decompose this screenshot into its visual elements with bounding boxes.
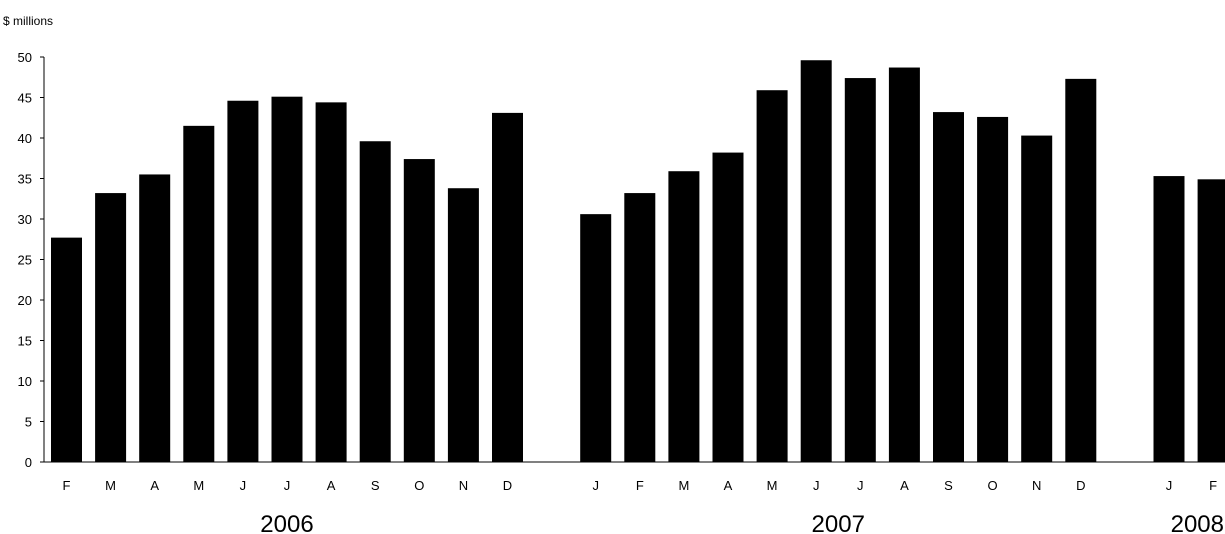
month-label: A — [150, 478, 159, 493]
bar-2006-7 — [359, 141, 391, 463]
bar-2007-3 — [712, 152, 744, 462]
bar-2007-6 — [844, 78, 876, 462]
month-label: D — [1076, 478, 1085, 493]
bar-2008-1 — [1197, 179, 1225, 462]
bar-2006-3 — [183, 125, 215, 462]
month-label: N — [459, 478, 468, 493]
bar-2006-8 — [403, 159, 435, 462]
month-label: O — [988, 478, 998, 493]
month-label: J — [284, 478, 291, 493]
bar-2006-0 — [51, 237, 82, 462]
bar-2007-11 — [1065, 78, 1097, 463]
x-axis-year-labels: 2006 2007 2008 — [260, 511, 1224, 534]
y-tick-label: 40 — [18, 131, 32, 146]
y-tick-label: 35 — [18, 172, 32, 187]
month-label: F — [1209, 478, 1217, 493]
bar-2006-2 — [139, 174, 171, 462]
y-tick-label: 50 — [18, 50, 32, 65]
month-label: O — [414, 478, 424, 493]
month-label: M — [678, 478, 689, 493]
bar-2007-2 — [668, 171, 700, 462]
month-label: N — [1032, 478, 1041, 493]
month-label: A — [327, 478, 336, 493]
y-tick-label: 15 — [18, 334, 32, 349]
month-label: J — [1166, 478, 1173, 493]
bar-2007-5 — [800, 60, 832, 463]
bar-2007-8 — [933, 112, 964, 462]
bar-2006-5 — [271, 96, 303, 462]
bar-2008-0 — [1153, 176, 1185, 462]
y-tick-label: 25 — [18, 253, 32, 268]
y-tick-label: 20 — [18, 293, 32, 308]
bar-series — [51, 60, 1225, 463]
year-label-2007: 2007 — [812, 511, 865, 534]
bar-2007-4 — [756, 90, 788, 463]
month-label: J — [592, 478, 599, 493]
month-label: D — [503, 478, 512, 493]
y-axis-unit-label: $ millions — [3, 14, 53, 28]
y-tick-label: 10 — [18, 374, 32, 389]
bar-2006-1 — [95, 193, 127, 462]
y-tick-label: 30 — [18, 212, 32, 227]
bar-2007-9 — [977, 116, 1009, 462]
year-label-2008: 2008 — [1171, 511, 1224, 534]
month-label: M — [193, 478, 204, 493]
month-label: F — [636, 478, 644, 493]
month-label: S — [371, 478, 380, 493]
year-label-2006: 2006 — [260, 511, 313, 534]
bar-2006-6 — [315, 102, 347, 463]
y-tick-label: 0 — [25, 455, 32, 470]
y-tick-label: 5 — [25, 415, 32, 430]
bar-2007-7 — [888, 67, 920, 462]
month-label: A — [724, 478, 733, 493]
month-label: A — [900, 478, 909, 493]
bar-2006-10 — [492, 112, 523, 462]
bar-2007-1 — [624, 193, 656, 462]
month-label: J — [813, 478, 820, 493]
month-label: J — [240, 478, 247, 493]
y-axis: 0 5 10 15 20 25 30 35 40 45 50 — [18, 50, 45, 470]
bar-2006-9 — [447, 188, 479, 462]
bar-2007-10 — [1021, 135, 1053, 462]
month-label: F — [63, 478, 71, 493]
month-label: S — [944, 478, 953, 493]
bar-2006-4 — [227, 100, 259, 463]
month-label: J — [857, 478, 864, 493]
month-label: M — [105, 478, 116, 493]
bar-2007-0 — [580, 214, 612, 462]
month-label: M — [767, 478, 778, 493]
y-tick-label: 45 — [18, 91, 32, 106]
